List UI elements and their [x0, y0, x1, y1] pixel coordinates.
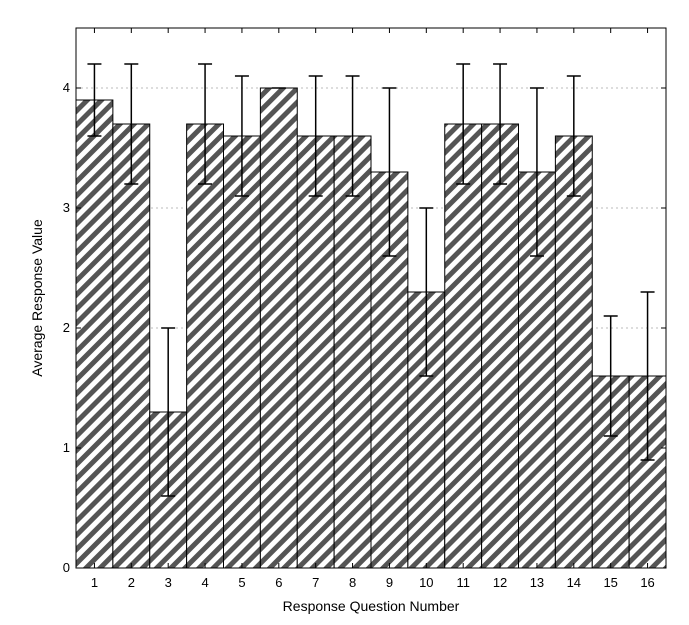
- x-tick-label: 15: [603, 575, 617, 590]
- bar: [259, 87, 298, 569]
- y-tick-label: 1: [63, 440, 70, 455]
- bar: [554, 135, 593, 569]
- x-tick-label: 12: [493, 575, 507, 590]
- x-tick-label: 13: [530, 575, 544, 590]
- bar: [223, 135, 261, 569]
- bar: [333, 135, 372, 569]
- y-tick-label: 3: [63, 200, 70, 215]
- y-tick-label: 4: [63, 80, 70, 95]
- x-tick-label: 4: [201, 575, 208, 590]
- x-tick-label: 14: [567, 575, 581, 590]
- x-tick-label: 11: [456, 575, 470, 590]
- x-tick-label: 6: [275, 575, 282, 590]
- bar: [481, 123, 519, 569]
- x-tick-label: 3: [165, 575, 172, 590]
- y-axis-title: Average Response Value: [29, 219, 45, 377]
- plot-frame: [75, 27, 667, 569]
- y-tick-label: 0: [63, 560, 70, 575]
- x-tick-label: 7: [312, 575, 319, 590]
- error-bars: [87, 63, 655, 497]
- x-tick-label: 1: [91, 575, 98, 590]
- x-tick-label: 9: [386, 575, 393, 590]
- bar: [296, 135, 335, 569]
- x-tick-label: 5: [238, 575, 245, 590]
- x-tick-label: 2: [128, 575, 135, 590]
- x-tick-label: 16: [640, 575, 654, 590]
- y-tick-label: 2: [63, 320, 70, 335]
- bar: [112, 123, 151, 569]
- bar: [186, 123, 224, 569]
- bar: [444, 123, 483, 569]
- x-tick-label: 8: [349, 575, 356, 590]
- x-tick-label: 10: [419, 575, 433, 590]
- bar: [75, 99, 114, 569]
- x-axis-title: Response Question Number: [283, 598, 460, 614]
